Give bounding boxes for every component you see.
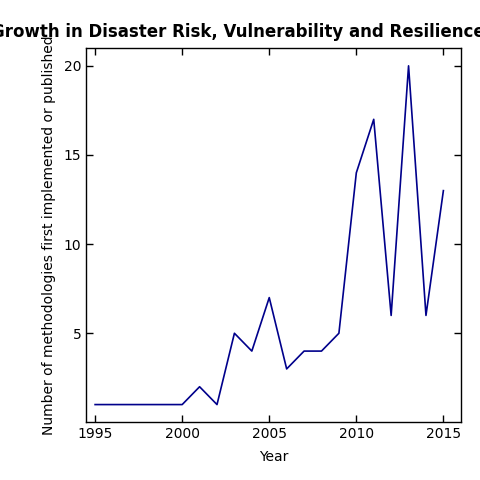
Title: Growth in Disaster Risk, Vulnerability and Resilience Indices: Growth in Disaster Risk, Vulnerability a…: [0, 23, 480, 41]
X-axis label: Year: Year: [259, 450, 288, 464]
Y-axis label: Number of methodologies first implemented or published: Number of methodologies first implemente…: [42, 36, 56, 435]
